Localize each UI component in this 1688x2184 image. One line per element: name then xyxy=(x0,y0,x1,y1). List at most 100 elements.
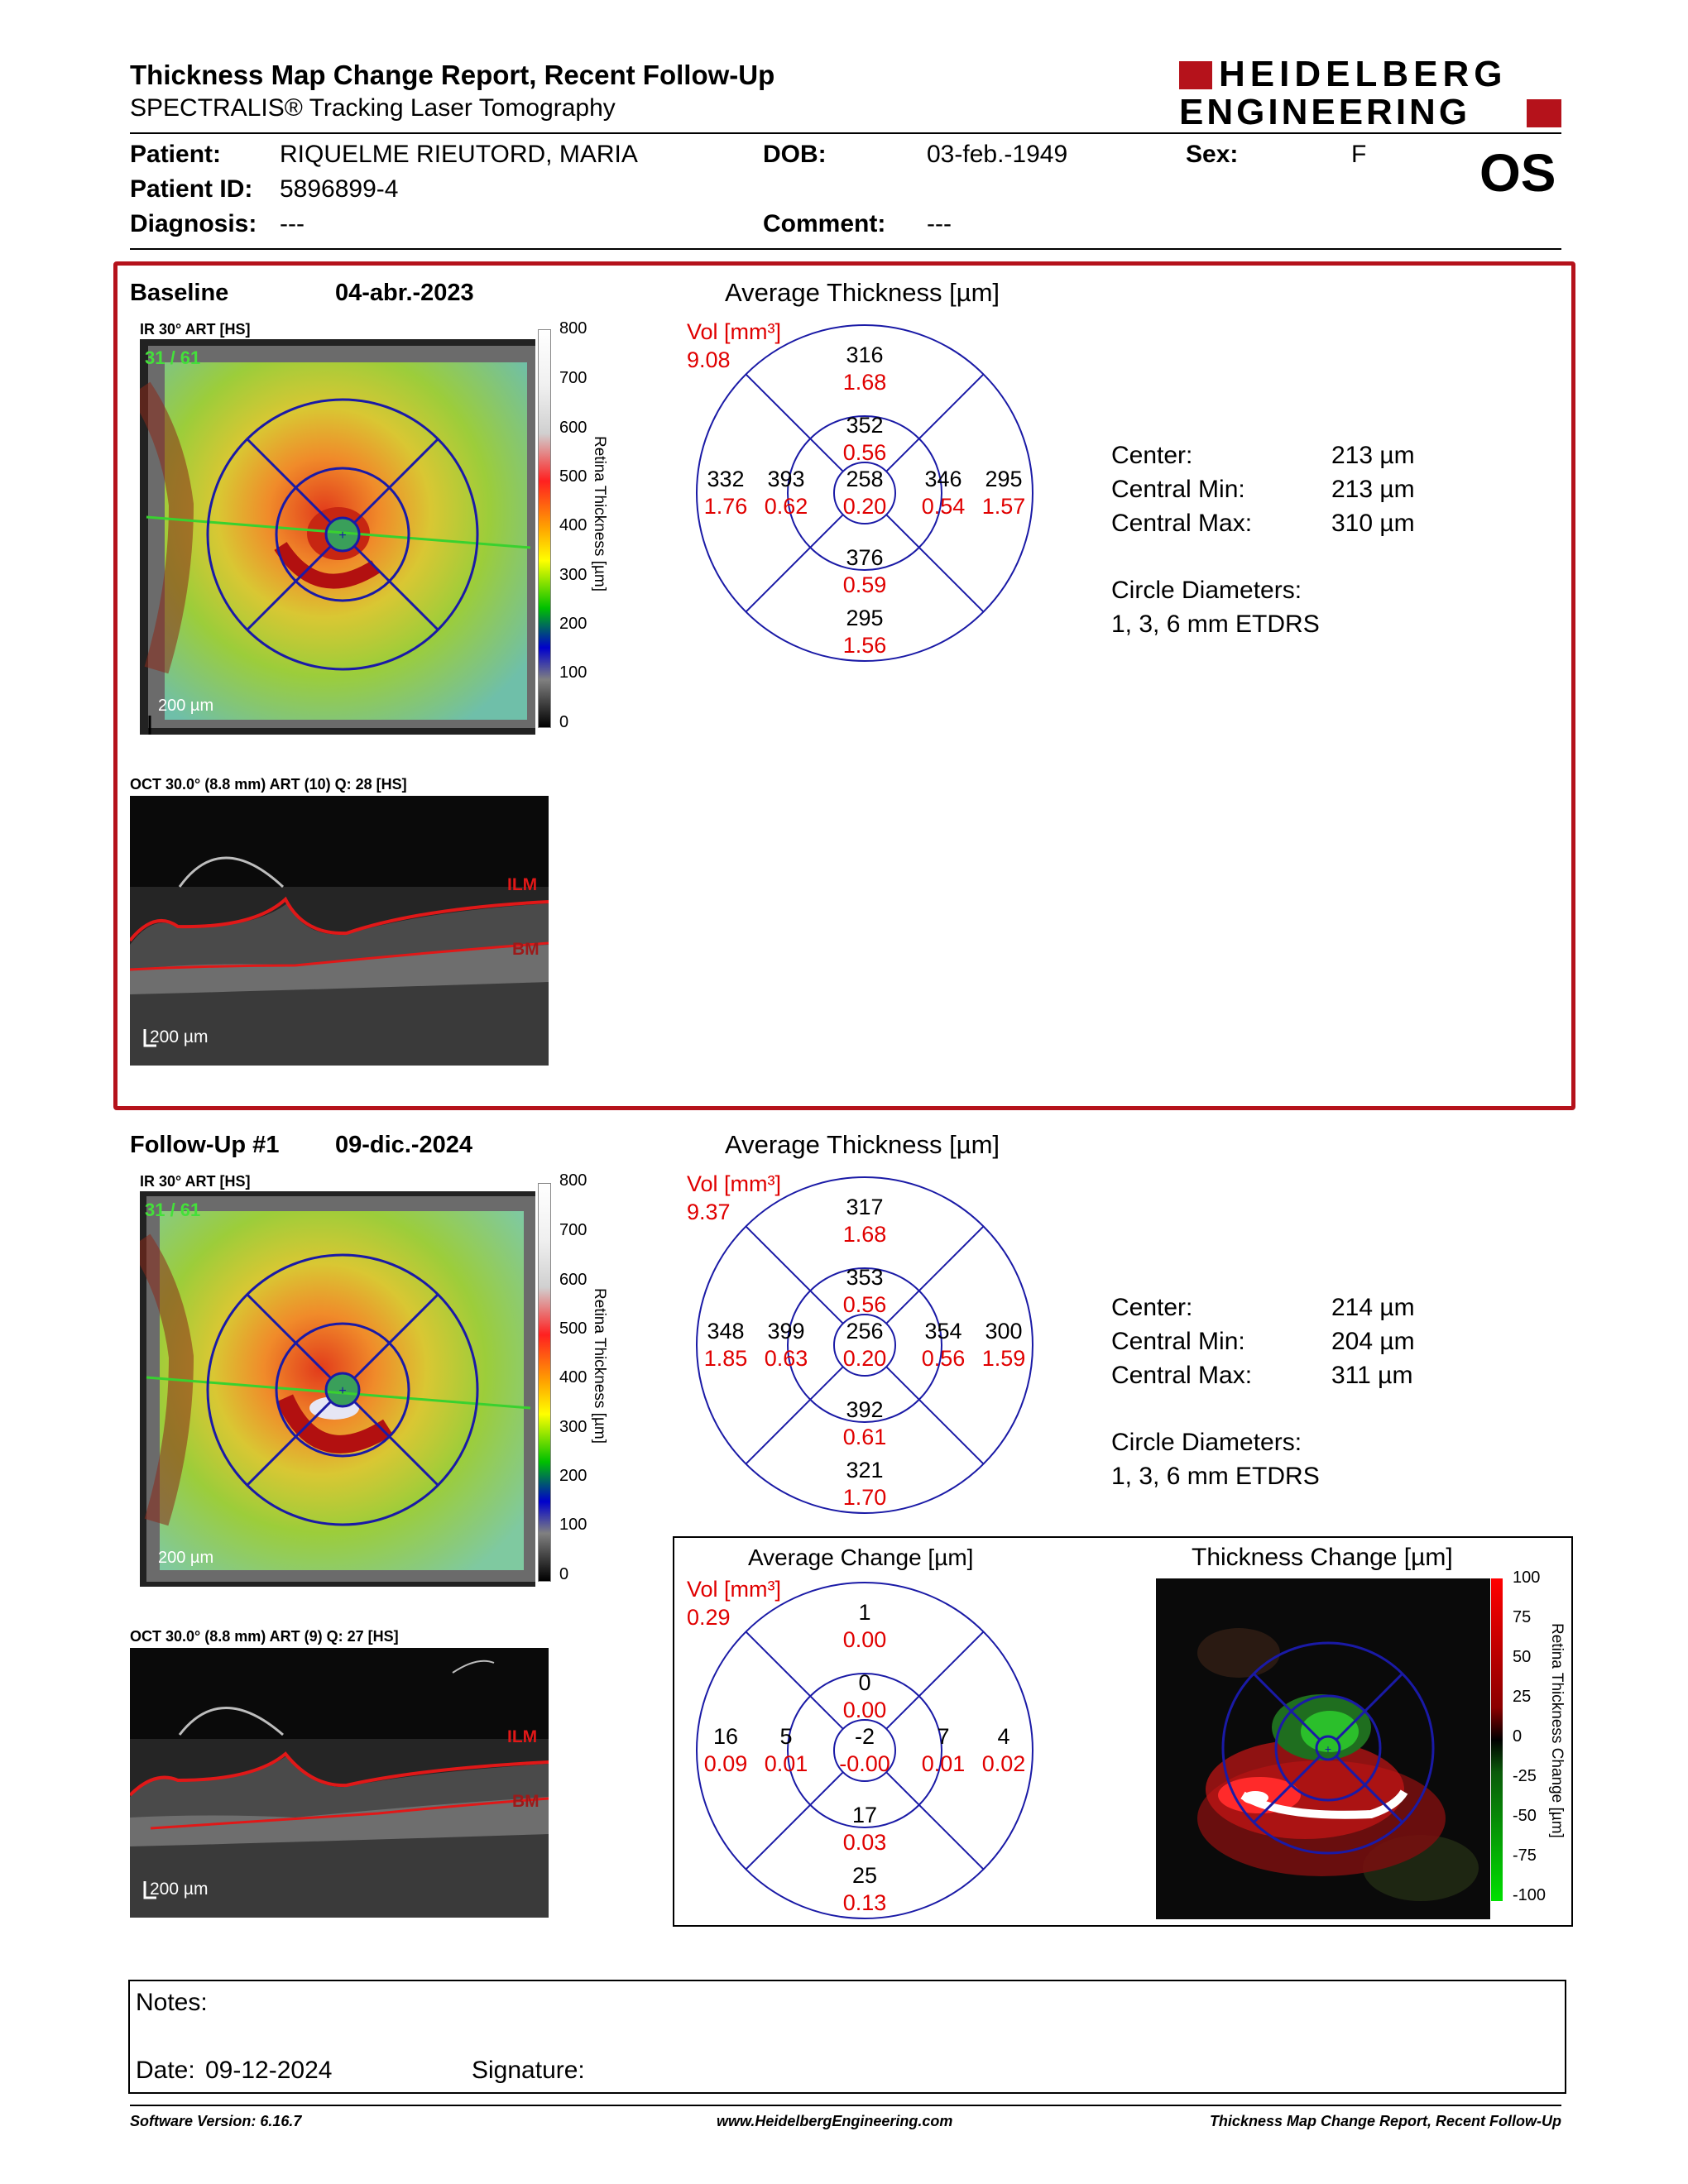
baseline-inner-left-volume: 0.62 xyxy=(764,494,808,519)
baseline-avg-title: Average Thickness [µm] xyxy=(725,278,1000,307)
ctick-m25: -25 xyxy=(1513,1767,1537,1785)
eye-indicator: OS xyxy=(1479,143,1556,203)
change-center-thickness: -2 xyxy=(854,1724,875,1749)
svg-text:+: + xyxy=(1325,1742,1331,1755)
tick-0: 0 xyxy=(559,713,569,731)
tick-500: 500 xyxy=(559,1320,587,1338)
followup-outer-bottom-volume: 1.70 xyxy=(842,1485,887,1510)
baseline-ir-caption: IR 30° ART [HS] xyxy=(140,321,251,338)
followup-center-value: 214 µm xyxy=(1331,1294,1415,1321)
change-avg-title: Average Change [µm] xyxy=(748,1545,974,1570)
sex-value: F xyxy=(1351,141,1367,168)
change-outer-bottom-thickness: 25 xyxy=(851,1863,878,1888)
baseline-colorbar-label: Retina Thickness [µm] xyxy=(591,436,608,592)
followup-ir-overlay: 31 / 61 xyxy=(145,1200,201,1220)
change-colorbar-ticks: 100 75 50 25 0 -25 -50 -75 -100 xyxy=(1513,1569,1556,1908)
followup-avg-title: Average Thickness [µm] xyxy=(725,1130,1000,1159)
baseline-center-thickness: 258 xyxy=(846,467,884,491)
tick-600: 600 xyxy=(559,1271,587,1289)
followup-center-thickness: 256 xyxy=(846,1319,884,1343)
baseline-thickness-colorbar xyxy=(538,329,551,728)
change-etdrs-grid: Vol [mm³] 0.29 1 0.00 0 0.00 16 0.09 5 0.01 … xyxy=(687,1577,1043,1924)
change-outer-top-volume: 0.00 xyxy=(842,1627,887,1652)
ctick-0: 0 xyxy=(1513,1727,1523,1746)
baseline-label: Baseline xyxy=(130,280,229,306)
baseline-inner-right-thickness: 346 xyxy=(924,467,962,491)
followup-diam-value: 1, 3, 6 mm ETDRS xyxy=(1111,1463,1320,1490)
followup-center-volume: 0.20 xyxy=(842,1346,887,1371)
baseline-bm-label: BM xyxy=(512,940,539,959)
change-inner-right-volume: 0.01 xyxy=(921,1751,966,1776)
followup-inner-left-volume: 0.63 xyxy=(764,1346,808,1371)
followup-max-value: 311 µm xyxy=(1331,1362,1413,1389)
tick-100: 100 xyxy=(559,1516,587,1534)
followup-oct-scale: 200 µm xyxy=(150,1880,209,1899)
tick-300: 300 xyxy=(559,1418,587,1436)
followup-vol-label: Vol [mm³] xyxy=(687,1171,782,1196)
baseline-inner-top-volume: 0.56 xyxy=(842,440,887,465)
baseline-date: 04-abr.-2023 xyxy=(335,280,474,306)
baseline-inner-bottom-volume: 0.59 xyxy=(842,572,887,597)
change-outer-bottom-volume: 0.13 xyxy=(842,1890,887,1915)
tick-400: 400 xyxy=(559,516,587,534)
baseline-center-volume: 0.20 xyxy=(842,494,887,519)
followup-outer-left-volume: 1.85 xyxy=(703,1346,748,1371)
tick-400: 400 xyxy=(559,1368,587,1387)
ctick-m100: -100 xyxy=(1513,1886,1547,1904)
change-panel xyxy=(673,1536,1573,1927)
ctick-100: 100 xyxy=(1513,1569,1541,1587)
baseline-section xyxy=(113,261,1575,1110)
change-inner-bottom-thickness: 17 xyxy=(851,1803,878,1827)
change-inner-right-thickness: 7 xyxy=(937,1724,950,1749)
patient-id-value: 5896899-4 xyxy=(280,175,399,203)
change-inner-top-thickness: 0 xyxy=(858,1670,871,1695)
baseline-ir-scale: 200 µm xyxy=(158,697,214,715)
followup-outer-top-thickness: 317 xyxy=(846,1195,884,1219)
followup-etdrs-grid: Vol [mm³] 9.37 317 1.68 353 0.56 348 1.85 3… xyxy=(687,1171,1043,1519)
baseline-min-value: 213 µm xyxy=(1331,476,1415,503)
change-vol-label: Vol [mm³] xyxy=(687,1577,782,1602)
dob-value: 03-feb.-1949 xyxy=(927,141,1068,168)
followup-colorbar-ticks: 800 700 600 500 400 300 200 100 0 xyxy=(559,1171,592,1585)
baseline-oct-scale: 200 µm xyxy=(150,1027,209,1046)
ctick-75: 75 xyxy=(1513,1608,1532,1626)
patient-name: RIQUELME RIEUTORD, MARIA xyxy=(280,141,638,168)
followup-ir-caption: IR 30° ART [HS] xyxy=(140,1173,251,1190)
followup-inner-right-thickness: 354 xyxy=(924,1319,962,1343)
patient-id-label: Patient ID: xyxy=(130,175,253,203)
followup-oct-scan: ILM BM 200 µm xyxy=(128,1648,549,1918)
baseline-colorbar-ticks: 800 700 600 500 400 300 200 100 0 xyxy=(559,319,592,733)
change-colorbar xyxy=(1491,1578,1503,1901)
baseline-center-label: Center: xyxy=(1111,442,1193,469)
change-inner-left-volume: 0.01 xyxy=(764,1751,808,1776)
footer-url[interactable]: www.HeidelbergEngineering.com xyxy=(717,2113,953,2129)
tick-800: 800 xyxy=(559,1171,587,1190)
baseline-max-label: Central Max: xyxy=(1111,510,1253,537)
tick-300: 300 xyxy=(559,566,587,584)
change-center-volume: -0.00 xyxy=(839,1751,890,1776)
change-colorbar-label: Retina Thickness Change [µm] xyxy=(1548,1623,1566,1838)
followup-center-label: Center: xyxy=(1111,1294,1193,1321)
report-title: Thickness Map Change Report, Recent Foll… xyxy=(130,60,775,90)
followup-colorbar-label: Retina Thickness [µm] xyxy=(591,1288,608,1444)
diagnosis-value: --- xyxy=(280,210,305,237)
followup-vol-total: 9.37 xyxy=(687,1200,731,1224)
followup-oct-caption: OCT 30.0° (8.8 mm) ART (9) Q: 27 [HS] xyxy=(130,1628,399,1645)
tick-500: 500 xyxy=(559,467,587,486)
baseline-ir-overlay: 31 / 61 xyxy=(145,347,201,368)
tick-800: 800 xyxy=(559,319,587,338)
followup-date: 09-dic.-2024 xyxy=(335,1132,473,1158)
baseline-outer-top-volume: 1.68 xyxy=(842,370,887,395)
baseline-outer-bottom-thickness: 295 xyxy=(846,606,884,630)
baseline-inner-top-thickness: 352 xyxy=(846,413,884,438)
baseline-center-value: 213 µm xyxy=(1331,442,1415,469)
tick-0: 0 xyxy=(559,1565,569,1583)
notes-box[interactable] xyxy=(128,1980,1566,2094)
baseline-thickness-map: + 31 / 61 200 µm xyxy=(129,339,537,735)
followup-inner-bottom-thickness: 392 xyxy=(846,1397,884,1422)
followup-min-label: Central Min: xyxy=(1111,1328,1245,1355)
signature-label: Signature: xyxy=(472,2057,585,2084)
diagnosis-label: Diagnosis: xyxy=(130,210,257,237)
baseline-etdrs-grid: Vol [mm³] 9.08 316 1.68 352 0.56 332 1.76 3… xyxy=(687,319,1043,667)
notes-date-label: Date: xyxy=(136,2057,195,2084)
